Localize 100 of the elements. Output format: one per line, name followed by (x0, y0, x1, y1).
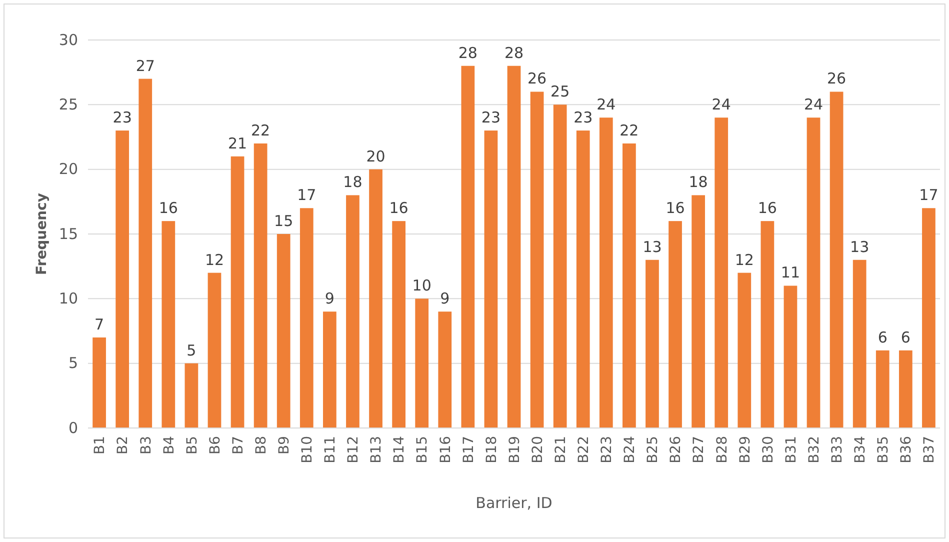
bar (599, 118, 613, 428)
x-tick-label: B28 (714, 436, 730, 464)
x-tick-label: B1 (92, 436, 108, 455)
bar (898, 350, 912, 428)
data-label: 26 (827, 70, 846, 88)
x-tick-label: B17 (460, 436, 477, 464)
y-tick-label: 0 (68, 418, 78, 437)
x-tick-label: B25 (645, 436, 662, 464)
x-tick-label: B30 (760, 436, 776, 464)
x-tick-label: B24 (622, 436, 638, 464)
x-tick-label: B35 (876, 436, 892, 464)
data-label: 16 (158, 199, 178, 218)
x-tick-label: B3 (138, 436, 154, 455)
x-tick-label: B4 (161, 436, 178, 455)
data-label: 6 (900, 328, 910, 346)
data-label: 6 (878, 328, 888, 346)
x-tick-label: B15 (414, 436, 431, 464)
x-tick-label: B34 (852, 436, 868, 464)
bar (346, 195, 360, 428)
bar (116, 130, 130, 428)
data-label: 23 (112, 108, 132, 127)
x-tick-label: B6 (207, 436, 224, 455)
data-label: 12 (204, 250, 224, 269)
x-tick-label: B26 (668, 436, 684, 464)
y-axis-title: Frequency (34, 193, 50, 275)
bar (852, 260, 866, 428)
data-label: 9 (440, 290, 450, 308)
x-tick-label: B16 (438, 436, 454, 464)
bar (230, 156, 244, 428)
x-tick-label: B20 (530, 436, 546, 464)
data-label: 10 (412, 276, 432, 295)
x-tick-label: B14 (392, 436, 408, 464)
x-tick-label: B13 (368, 436, 385, 464)
data-label: 26 (527, 70, 547, 88)
x-tick-label: B33 (829, 436, 846, 464)
x-tick-label: B32 (806, 436, 822, 464)
data-label: 28 (504, 44, 524, 62)
bar (300, 208, 314, 428)
data-label: 24 (712, 96, 731, 114)
x-tick-label: B27 (691, 436, 708, 464)
bar (415, 298, 429, 428)
x-tick-label: B29 (737, 436, 754, 464)
bar (323, 312, 336, 428)
bar (668, 221, 682, 428)
bar (392, 221, 406, 428)
data-label: 22 (251, 121, 270, 140)
bar (92, 337, 106, 428)
data-label: 7 (94, 315, 104, 334)
data-label: 24 (596, 96, 616, 114)
x-tick-label: B18 (484, 436, 500, 464)
bar (738, 272, 752, 428)
data-label: 12 (734, 250, 754, 269)
data-label: 5 (186, 341, 196, 360)
data-label: 16 (758, 199, 777, 218)
data-label: 16 (389, 199, 408, 218)
bar (576, 130, 590, 428)
bar (276, 234, 290, 428)
data-label: 24 (804, 96, 824, 114)
x-tick-label: B2 (115, 436, 132, 455)
x-tick-label: B8 (253, 436, 270, 455)
data-label: 21 (228, 134, 248, 152)
x-tick-label: B31 (783, 436, 800, 464)
data-label: 15 (274, 212, 294, 230)
x-axis-title: Barrier, ID (476, 494, 552, 512)
bar (806, 118, 820, 428)
data-label: 13 (850, 238, 870, 256)
bar (760, 221, 774, 428)
data-label: 17 (919, 186, 938, 204)
data-label: 23 (481, 108, 501, 127)
bar (507, 66, 521, 428)
data-label: 17 (297, 186, 316, 204)
bar (784, 286, 798, 428)
bar (184, 363, 198, 428)
data-label: 20 (366, 147, 386, 166)
y-tick-label: 25 (58, 95, 78, 114)
x-tick-label: B11 (322, 436, 339, 464)
bar (461, 66, 475, 428)
bar (484, 130, 498, 428)
x-tick-label: B12 (346, 436, 362, 464)
y-tick-label: 30 (58, 30, 78, 49)
bar (553, 104, 567, 428)
y-tick-label: 10 (58, 289, 78, 308)
bar (622, 143, 636, 428)
bar (254, 143, 268, 428)
data-label: 11 (780, 264, 800, 282)
x-tick-label: B5 (184, 436, 200, 455)
x-tick-label: B36 (898, 436, 915, 464)
data-label: 13 (642, 238, 662, 256)
x-tick-label: B7 (230, 436, 246, 455)
bar (714, 118, 728, 428)
data-label: 18 (343, 173, 362, 192)
data-label: 9 (324, 290, 334, 308)
bar (922, 208, 936, 428)
bar (208, 272, 222, 428)
bar (438, 312, 452, 428)
bar (830, 92, 844, 428)
data-label: 25 (550, 82, 570, 101)
data-label: 28 (458, 44, 478, 62)
bar (646, 260, 659, 428)
x-tick-label: B10 (300, 436, 316, 464)
